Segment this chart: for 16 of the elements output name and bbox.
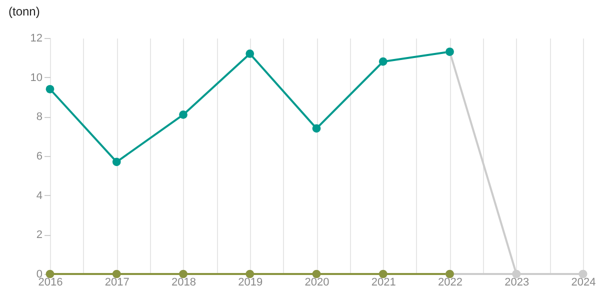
y-tick-label: 2 [36,229,42,242]
x-tick-label: 2023 [504,276,530,288]
x-tick-label: 2018 [172,276,196,288]
y-tick-label: 10 [30,72,42,84]
x-tick-label: 2024 [571,276,596,288]
y-tick-label: 6 [36,150,42,162]
x-tick-label: 2022 [438,276,462,288]
x-tick-label: 2016 [38,276,63,288]
y-tick-label: 8 [36,111,42,124]
x-tick-label: 2020 [304,276,330,288]
y-tick-label: 4 [36,190,42,202]
y-axis-title: (tonn) [8,4,40,18]
x-tick-label: 2019 [238,276,263,288]
x-tick-label: 2021 [371,276,396,288]
x-tick-label: 2017 [104,276,130,288]
y-tick-label: 12 [30,32,42,44]
